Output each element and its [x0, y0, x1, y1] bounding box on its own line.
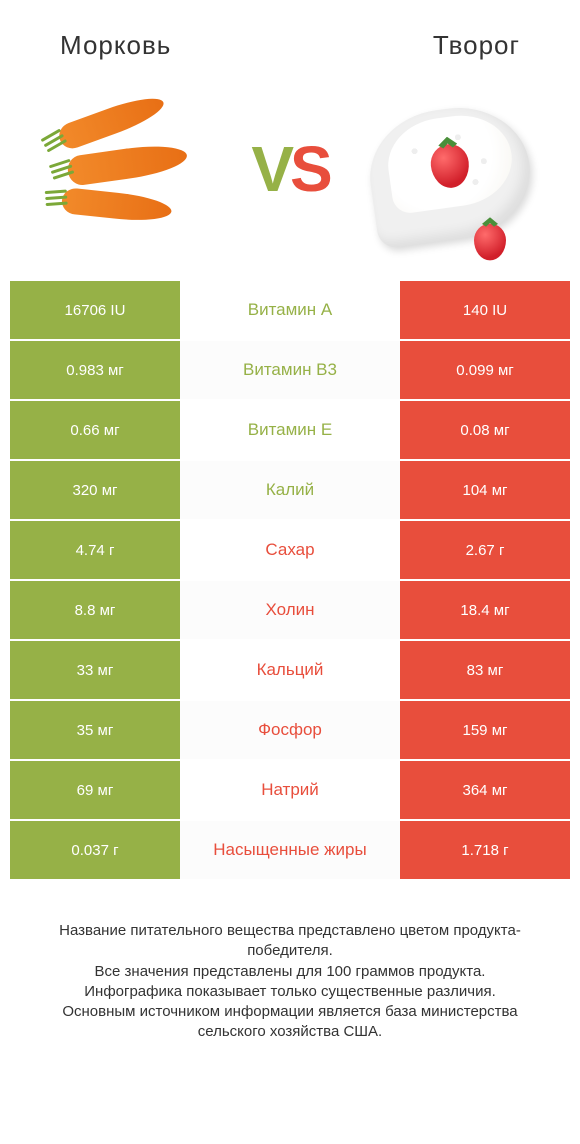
footer-line: Основным источником информации является … — [30, 1002, 550, 1043]
value-left: 35 мг — [10, 701, 180, 759]
value-right: 159 мг — [400, 701, 570, 759]
value-right: 364 мг — [400, 761, 570, 819]
value-left: 4.74 г — [10, 521, 180, 579]
value-left: 0.983 мг — [10, 341, 180, 399]
value-left: 33 мг — [10, 641, 180, 699]
title-left: Морковь — [60, 30, 171, 61]
carrot-image — [30, 89, 230, 249]
images-row: VS — [0, 81, 580, 281]
value-right: 1.718 г — [400, 821, 570, 879]
value-left: 16706 IU — [10, 281, 180, 339]
nutrient-label: Натрий — [180, 761, 400, 819]
table-row: 0.983 мгВитамин B30.099 мг — [10, 341, 570, 399]
nutrient-label: Сахар — [180, 521, 400, 579]
nutrient-label: Витамин B3 — [180, 341, 400, 399]
cottage-cheese-image — [350, 89, 550, 249]
nutrient-label: Фосфор — [180, 701, 400, 759]
table-row: 0.66 мгВитамин E0.08 мг — [10, 401, 570, 459]
value-right: 0.099 мг — [400, 341, 570, 399]
table-row: 4.74 гСахар2.67 г — [10, 521, 570, 579]
comparison-table: 16706 IUВитамин A140 IU0.983 мгВитамин B… — [0, 281, 580, 879]
title-right: Творог — [433, 30, 520, 61]
value-left: 0.037 г — [10, 821, 180, 879]
table-row: 320 мгКалий104 мг — [10, 461, 570, 519]
nutrient-label: Холин — [180, 581, 400, 639]
table-row: 35 мгФосфор159 мг — [10, 701, 570, 759]
value-right: 104 мг — [400, 461, 570, 519]
footer-note: Название питательного вещества представл… — [0, 881, 580, 1043]
footer-line: Все значения представлены для 100 граммо… — [30, 962, 550, 982]
table-row: 0.037 гНасыщенные жиры1.718 г — [10, 821, 570, 879]
vs-v: V — [251, 132, 290, 206]
vs-s: S — [290, 132, 329, 206]
nutrient-label: Витамин A — [180, 281, 400, 339]
table-row: 16706 IUВитамин A140 IU — [10, 281, 570, 339]
footer-line: Название питательного вещества представл… — [30, 921, 550, 962]
value-right: 0.08 мг — [400, 401, 570, 459]
value-right: 83 мг — [400, 641, 570, 699]
table-row: 33 мгКальций83 мг — [10, 641, 570, 699]
value-right: 140 IU — [400, 281, 570, 339]
nutrient-label: Кальций — [180, 641, 400, 699]
value-right: 2.67 г — [400, 521, 570, 579]
header: Морковь Творог — [0, 0, 580, 81]
nutrient-label: Калий — [180, 461, 400, 519]
table-row: 8.8 мгХолин18.4 мг — [10, 581, 570, 639]
footer-line: Инфографика показывает только существенн… — [30, 982, 550, 1002]
vs-label: VS — [251, 132, 328, 206]
value-left: 8.8 мг — [10, 581, 180, 639]
value-left: 0.66 мг — [10, 401, 180, 459]
nutrient-label: Витамин E — [180, 401, 400, 459]
value-right: 18.4 мг — [400, 581, 570, 639]
value-left: 320 мг — [10, 461, 180, 519]
value-left: 69 мг — [10, 761, 180, 819]
table-row: 69 мгНатрий364 мг — [10, 761, 570, 819]
nutrient-label: Насыщенные жиры — [180, 821, 400, 879]
